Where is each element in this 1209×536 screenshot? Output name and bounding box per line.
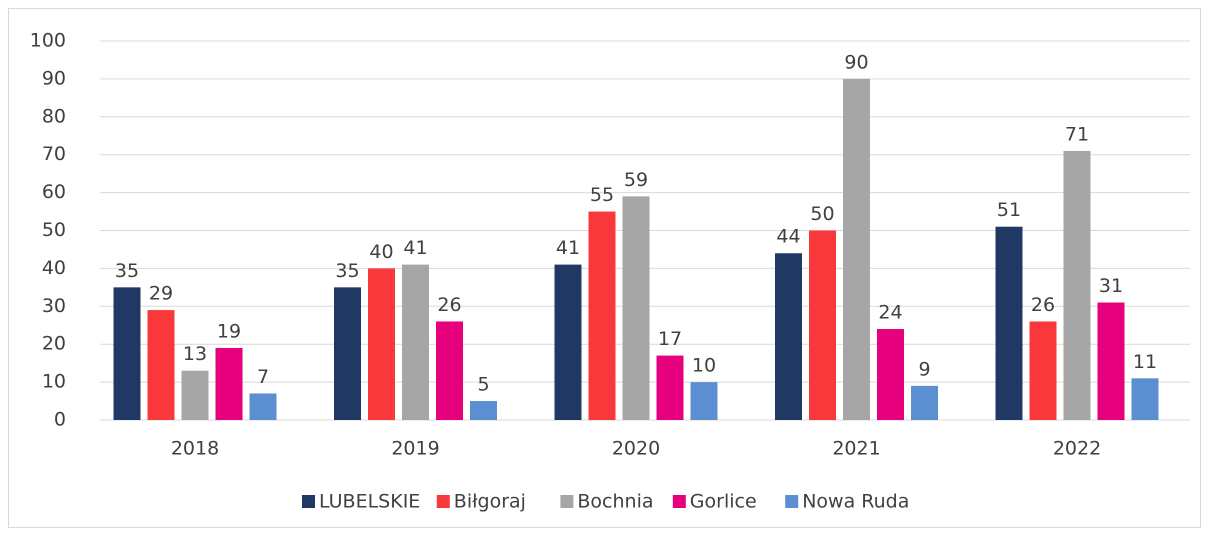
data-label: 24 (878, 302, 902, 324)
legend-swatch (560, 495, 574, 508)
data-label: 41 (556, 237, 580, 259)
data-label: 35 (115, 260, 139, 282)
bar (877, 329, 904, 420)
legend-label: Nowa Ruda (802, 491, 909, 513)
bar (690, 382, 718, 420)
x-tick-label: 2022 (1053, 438, 1101, 460)
legend-swatch (672, 495, 686, 508)
legend-label: Gorlice (690, 491, 757, 513)
legend-label: Bochnia (577, 491, 653, 513)
y-tick-label: 80 (42, 105, 66, 127)
bar (368, 268, 395, 420)
bar (656, 355, 684, 420)
bar (995, 226, 1023, 420)
x-tick-label: 2021 (832, 438, 880, 460)
data-label: 40 (369, 241, 393, 263)
x-tick-label: 2019 (391, 438, 439, 460)
data-label: 59 (624, 169, 648, 191)
y-tick-label: 50 (42, 219, 66, 241)
bar (181, 370, 209, 420)
bar (249, 393, 277, 420)
data-label: 9 (918, 358, 930, 380)
data-label: 50 (810, 203, 834, 225)
data-label: 13 (183, 343, 207, 365)
data-label: 11 (1133, 351, 1157, 373)
bar (1131, 378, 1159, 420)
y-tick-label: 40 (42, 257, 66, 279)
data-label: 7 (257, 366, 269, 388)
legend-swatch (785, 495, 799, 508)
bar (113, 287, 141, 420)
bar (147, 310, 175, 420)
data-label: 17 (658, 328, 682, 350)
bar (334, 287, 361, 420)
data-label: 71 (1065, 123, 1089, 145)
y-tick-label: 10 (42, 371, 66, 393)
data-label: 10 (692, 355, 716, 377)
bar (622, 196, 650, 420)
bar (1097, 302, 1125, 420)
bar (215, 347, 243, 420)
y-tick-label: 0 (54, 409, 66, 431)
legend-swatch (436, 495, 450, 508)
legend-label: Biłgoraj (454, 491, 526, 513)
data-label: 51 (997, 199, 1021, 221)
bar (809, 230, 836, 420)
data-label: 35 (335, 260, 359, 282)
bar (911, 385, 938, 420)
data-label: 19 (217, 320, 241, 342)
y-tick-label: 90 (42, 67, 66, 89)
bar (402, 264, 429, 420)
legend-swatch (302, 495, 315, 508)
data-label: 41 (403, 237, 427, 259)
data-label: 26 (437, 294, 461, 316)
bar (1029, 321, 1057, 420)
bar (588, 211, 616, 420)
data-label: 55 (590, 184, 614, 206)
bar (775, 253, 802, 420)
y-tick-label: 100 (30, 30, 66, 52)
bar (843, 78, 870, 421)
data-label: 90 (844, 51, 868, 73)
legend-label: LUBELSKIE (319, 491, 420, 513)
y-tick-label: 20 (42, 333, 66, 355)
data-label: 29 (149, 283, 173, 305)
x-tick-label: 2020 (612, 438, 660, 460)
bar (436, 321, 463, 420)
bar (554, 264, 582, 420)
bar (1063, 150, 1091, 420)
data-label: 26 (1031, 294, 1055, 316)
data-label: 31 (1099, 275, 1123, 297)
x-tick-label: 2018 (171, 438, 219, 460)
y-tick-label: 60 (42, 181, 66, 203)
y-tick-label: 30 (42, 295, 66, 317)
y-tick-label: 70 (42, 143, 66, 165)
data-label: 44 (776, 226, 800, 248)
data-label: 5 (477, 374, 489, 396)
bar (470, 401, 497, 420)
